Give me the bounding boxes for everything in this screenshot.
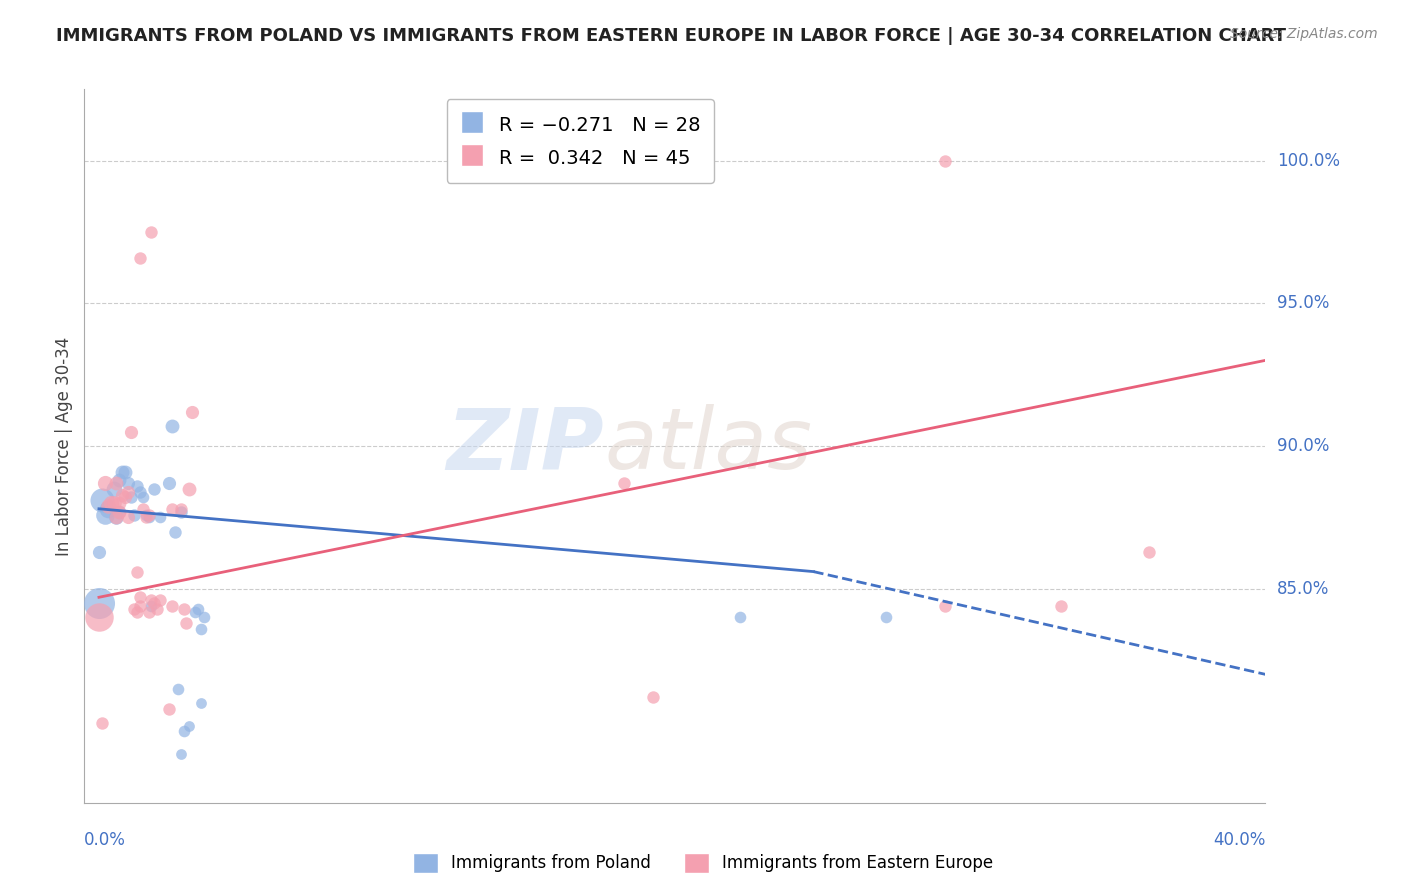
Point <box>94 476 117 491</box>
Point <box>141 593 163 607</box>
Point <box>117 510 139 524</box>
Y-axis label: In Labor Force | Age 30-34: In Labor Force | Age 30-34 <box>55 336 73 556</box>
Point <box>157 476 180 491</box>
Point <box>111 465 134 479</box>
Point <box>125 565 148 579</box>
Point <box>169 501 191 516</box>
Text: 95.0%: 95.0% <box>1277 294 1330 312</box>
Text: 100.0%: 100.0% <box>1277 152 1340 169</box>
Point <box>934 599 956 613</box>
Point <box>108 505 131 519</box>
Point <box>163 524 186 539</box>
Point <box>94 508 117 522</box>
Point <box>141 599 163 613</box>
Point <box>87 610 110 624</box>
Point <box>169 747 191 762</box>
Text: 90.0%: 90.0% <box>1277 437 1330 455</box>
Point <box>160 419 183 434</box>
Point <box>128 599 150 613</box>
Point <box>111 487 134 501</box>
Point <box>179 482 201 496</box>
Point <box>181 405 204 419</box>
Point <box>90 493 112 508</box>
Point <box>97 501 120 516</box>
Text: Source: ZipAtlas.com: Source: ZipAtlas.com <box>1230 27 1378 41</box>
Point <box>141 225 163 239</box>
Point <box>90 715 112 730</box>
Point <box>138 510 160 524</box>
Point <box>193 610 215 624</box>
Point <box>108 473 131 487</box>
Point <box>128 251 150 265</box>
Point <box>173 601 195 615</box>
Point <box>87 544 110 558</box>
Point <box>125 605 148 619</box>
Point <box>138 605 160 619</box>
Point <box>117 476 139 491</box>
Point <box>108 496 131 510</box>
Point <box>122 601 145 615</box>
Point <box>128 591 150 605</box>
Point <box>114 491 136 505</box>
Point <box>613 476 636 491</box>
Point <box>120 425 142 439</box>
Point <box>166 681 188 696</box>
Point <box>149 510 172 524</box>
Point <box>146 601 169 615</box>
Point <box>87 596 110 610</box>
Point <box>190 622 212 636</box>
Legend: Immigrants from Poland, Immigrants from Eastern Europe: Immigrants from Poland, Immigrants from … <box>406 847 1000 880</box>
Point <box>105 510 128 524</box>
Point <box>120 491 142 505</box>
Point <box>173 724 195 739</box>
Point <box>176 615 198 630</box>
Point <box>128 484 150 499</box>
Text: 0.0%: 0.0% <box>84 831 127 849</box>
Point <box>122 508 145 522</box>
Point <box>157 701 180 715</box>
Point <box>125 479 148 493</box>
Point <box>100 496 122 510</box>
Point <box>190 696 212 710</box>
Point <box>105 476 128 491</box>
Point <box>117 484 139 499</box>
Point <box>671 153 693 168</box>
Text: 40.0%: 40.0% <box>1213 831 1265 849</box>
Point <box>143 596 166 610</box>
Point <box>131 491 153 505</box>
Point <box>143 482 166 496</box>
Point <box>875 610 897 624</box>
Point <box>135 510 157 524</box>
Point <box>179 719 201 733</box>
Text: ZIP: ZIP <box>446 404 605 488</box>
Point <box>160 501 183 516</box>
Point <box>131 501 153 516</box>
Point <box>103 482 125 496</box>
Point <box>169 505 191 519</box>
Point <box>135 508 157 522</box>
Point <box>105 510 128 524</box>
Point <box>730 610 752 624</box>
Point <box>108 505 131 519</box>
Point <box>934 153 956 168</box>
Point <box>184 605 207 619</box>
Point <box>97 499 120 513</box>
Point <box>641 690 664 705</box>
Legend: R = −0.271   N = 28, R =  0.342   N = 45: R = −0.271 N = 28, R = 0.342 N = 45 <box>447 99 714 184</box>
Text: 85.0%: 85.0% <box>1277 580 1330 598</box>
Point <box>103 496 125 510</box>
Point <box>187 601 209 615</box>
Point <box>160 599 183 613</box>
Point <box>138 508 160 522</box>
Point <box>149 593 172 607</box>
Text: atlas: atlas <box>605 404 813 488</box>
Point <box>1137 544 1160 558</box>
Point <box>1050 599 1073 613</box>
Text: IMMIGRANTS FROM POLAND VS IMMIGRANTS FROM EASTERN EUROPE IN LABOR FORCE | AGE 30: IMMIGRANTS FROM POLAND VS IMMIGRANTS FRO… <box>56 27 1286 45</box>
Point <box>114 465 136 479</box>
